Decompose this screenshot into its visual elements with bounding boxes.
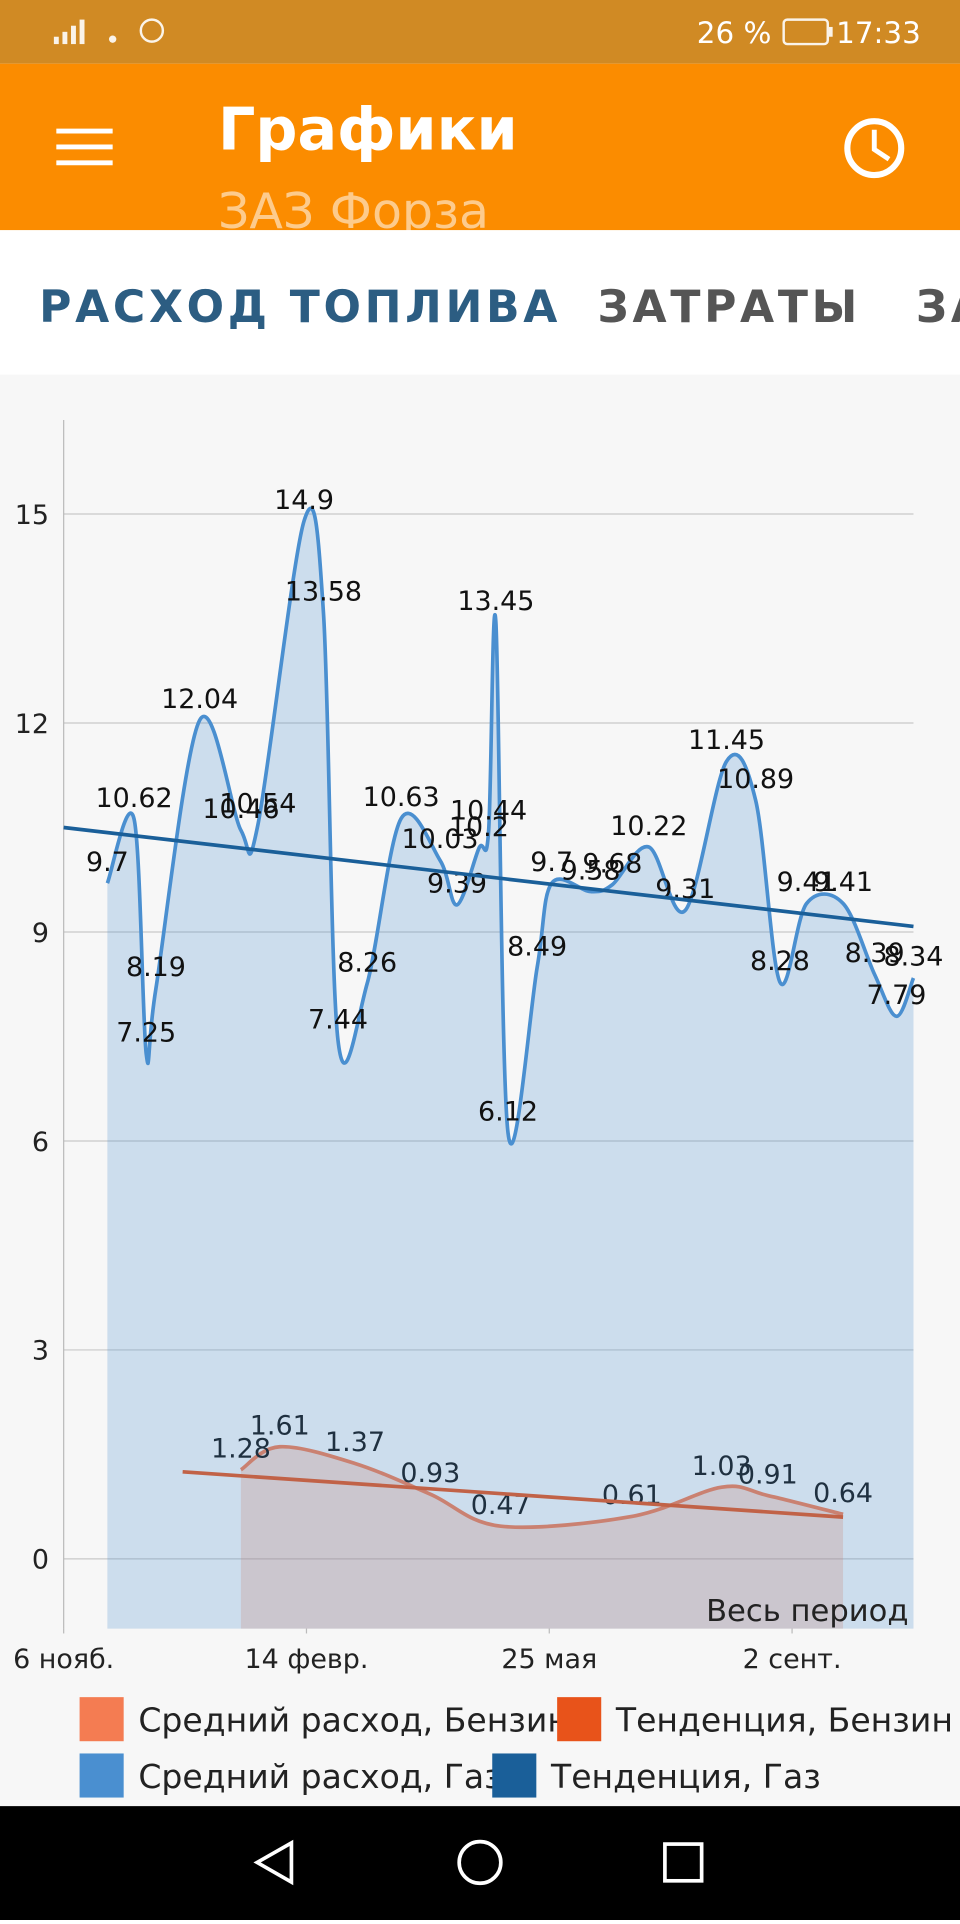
y-tick-label: 15 <box>15 500 49 531</box>
data-label: 9.58 <box>561 855 621 886</box>
legend-swatch <box>79 1697 124 1742</box>
y-tick-label: 9 <box>32 918 49 949</box>
x-tick-label: 25 мая <box>501 1644 597 1675</box>
annotation: Весь период <box>706 1594 909 1629</box>
data-label: 10.54 <box>219 788 296 819</box>
data-label: 13.45 <box>457 586 534 617</box>
data-label: 8.26 <box>337 947 397 978</box>
clock: 17:33 <box>836 16 921 50</box>
data-label: 10.2 <box>449 812 509 843</box>
x-tick-label: 14 февр. <box>245 1644 369 1675</box>
legend-label: Тенденция, Газ <box>550 1757 821 1796</box>
y-tick-label: 3 <box>32 1336 49 1367</box>
series-line <box>239 1444 844 1530</box>
nav-buttons <box>253 1839 704 1886</box>
data-label: 6.12 <box>478 1096 538 1127</box>
chart: 0 3 6 9 12 15 6 нояб. 14 февр. 25 мая 2 сент. 1.28… <box>13 420 953 1798</box>
data-label: 8.39 <box>845 938 905 969</box>
data-label: 14.9 <box>274 485 334 516</box>
data-label: 0.91 <box>738 1459 798 1490</box>
back-button[interactable] <box>253 1839 294 1886</box>
data-label: 10.46 <box>202 794 279 825</box>
data-label: 9.41 <box>777 867 837 898</box>
area-fill <box>240 1446 844 1629</box>
recents-button[interactable] <box>663 1842 704 1883</box>
history-button[interactable] <box>844 118 905 179</box>
data-label: 8.28 <box>750 946 810 977</box>
trend-line <box>63 825 914 929</box>
chart-area <box>0 374 960 1807</box>
x-tick-label: 2 сент. <box>743 1644 842 1675</box>
y-tick-label: 6 <box>32 1127 49 1158</box>
data-label: 8.49 <box>507 931 567 962</box>
data-label: 10.89 <box>717 764 794 795</box>
legend-swatch <box>557 1697 602 1742</box>
data-label: 7.44 <box>308 1004 368 1035</box>
data-label: 13.58 <box>285 577 362 608</box>
data-label: 9.41 <box>813 867 873 898</box>
status-bar <box>0 0 960 64</box>
data-label: 10.44 <box>450 795 527 826</box>
data-label: 1.28 <box>211 1434 271 1465</box>
tab[interactable]: ЗА <box>916 282 960 333</box>
data-label: 1.61 <box>250 1411 310 1442</box>
y-tick-label: 0 <box>32 1545 49 1576</box>
data-label: 12.04 <box>161 684 238 715</box>
data-label: 7.25 <box>116 1018 176 1049</box>
tab[interactable]: ЗАТРАТЫ <box>598 282 861 333</box>
data-label: 1.37 <box>325 1427 385 1458</box>
data-label: 9.7 <box>86 847 129 878</box>
legend-label: Тенденция, Бензин <box>615 1700 953 1739</box>
data-label: 1.03 <box>692 1451 752 1482</box>
data-label: 0.61 <box>602 1480 662 1511</box>
legend-swatch <box>79 1753 124 1798</box>
battery-level: 26 % <box>697 16 772 50</box>
menu-button[interactable] <box>56 128 113 166</box>
nav-bar <box>0 1806 960 1920</box>
data-label: 10.22 <box>610 811 687 842</box>
legend-label: Средний расход, Газ <box>138 1757 501 1796</box>
data-label: 8.34 <box>883 942 943 973</box>
series-line <box>105 506 916 1146</box>
trend-line <box>182 1470 844 1519</box>
data-label: 7.79 <box>866 980 926 1011</box>
app-title: Графики <box>218 94 518 163</box>
x-tick-label: 6 нояб. <box>13 1644 114 1675</box>
data-label: 9.68 <box>582 848 642 879</box>
data-label: 9.7 <box>530 847 573 878</box>
data-label: 8.19 <box>126 952 186 983</box>
data-label: 0.64 <box>813 1478 873 1509</box>
y-tick-label: 12 <box>15 709 49 740</box>
data-label: 10.63 <box>363 782 440 813</box>
data-label: 10.62 <box>96 783 173 814</box>
tab-bar <box>0 230 960 375</box>
home-button[interactable] <box>457 1839 503 1886</box>
status-icons <box>53 18 833 46</box>
legend-label: Средний расход, Бензин <box>138 1700 569 1739</box>
data-label: 0.93 <box>400 1458 460 1489</box>
area-fill <box>107 508 914 1629</box>
data-label: 10.03 <box>401 824 478 855</box>
data-label: 11.45 <box>688 725 765 756</box>
tab[interactable]: РАСХОД ТОПЛИВА <box>39 282 561 333</box>
app-bar <box>0 63 960 231</box>
legend-swatch <box>492 1753 537 1798</box>
